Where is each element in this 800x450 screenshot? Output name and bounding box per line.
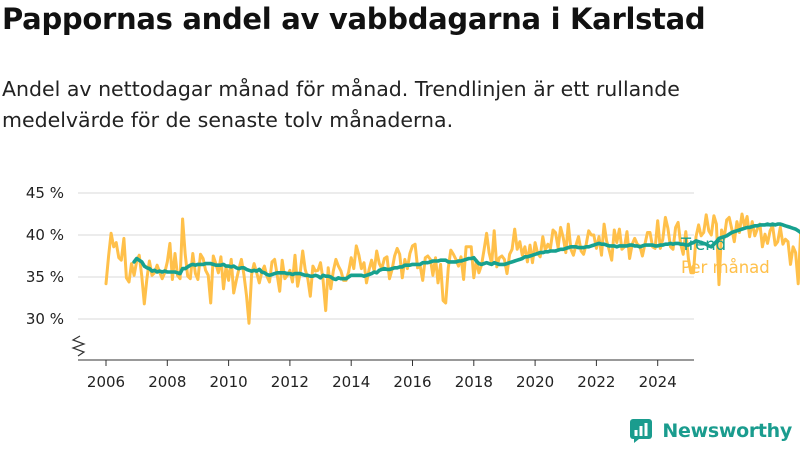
tick-labels: 30 % 35 % 40 % 45 % 2006 2008 2010 2012 2014 2016… [26, 184, 677, 391]
x-tick-label: 2018 [455, 373, 493, 391]
x-tick-label: 2014 [332, 373, 370, 391]
series-layer [104, 212, 800, 325]
chart-subtitle: Andel av nettodagar månad för månad. Tre… [2, 77, 680, 132]
x-tick-label: 2012 [271, 373, 309, 391]
x-tick-label: 2008 [148, 373, 186, 391]
axis-break-icon [71, 335, 86, 357]
y-tick-label: 40 % [26, 226, 64, 244]
y-tick-label: 35 % [26, 268, 64, 286]
chart-title: Pappornas andel av vabbdagarna i Karlsta… [2, 2, 706, 36]
brand-name: Newsworthy [662, 420, 792, 442]
y-tick-label: 45 % [26, 184, 64, 202]
series-line-0 [104, 212, 800, 325]
x-tick-label: 2016 [393, 373, 431, 391]
x-tick-label: 2024 [639, 373, 677, 391]
legend-label: Per månad [681, 258, 770, 277]
brand-logo: Newsworthy [630, 419, 792, 443]
x-tick-label: 2020 [516, 373, 554, 391]
axes [71, 335, 694, 366]
series-line-1 [132, 222, 800, 282]
x-tick-label: 2006 [87, 373, 125, 391]
legend: Trend Per månad [680, 235, 770, 277]
x-tick-label: 2022 [577, 373, 615, 391]
legend-label: Trend [680, 235, 726, 254]
newsworthy-logo-icon [630, 419, 653, 443]
x-tick-label: 2010 [210, 373, 248, 391]
y-tick-label: 30 % [26, 310, 64, 328]
